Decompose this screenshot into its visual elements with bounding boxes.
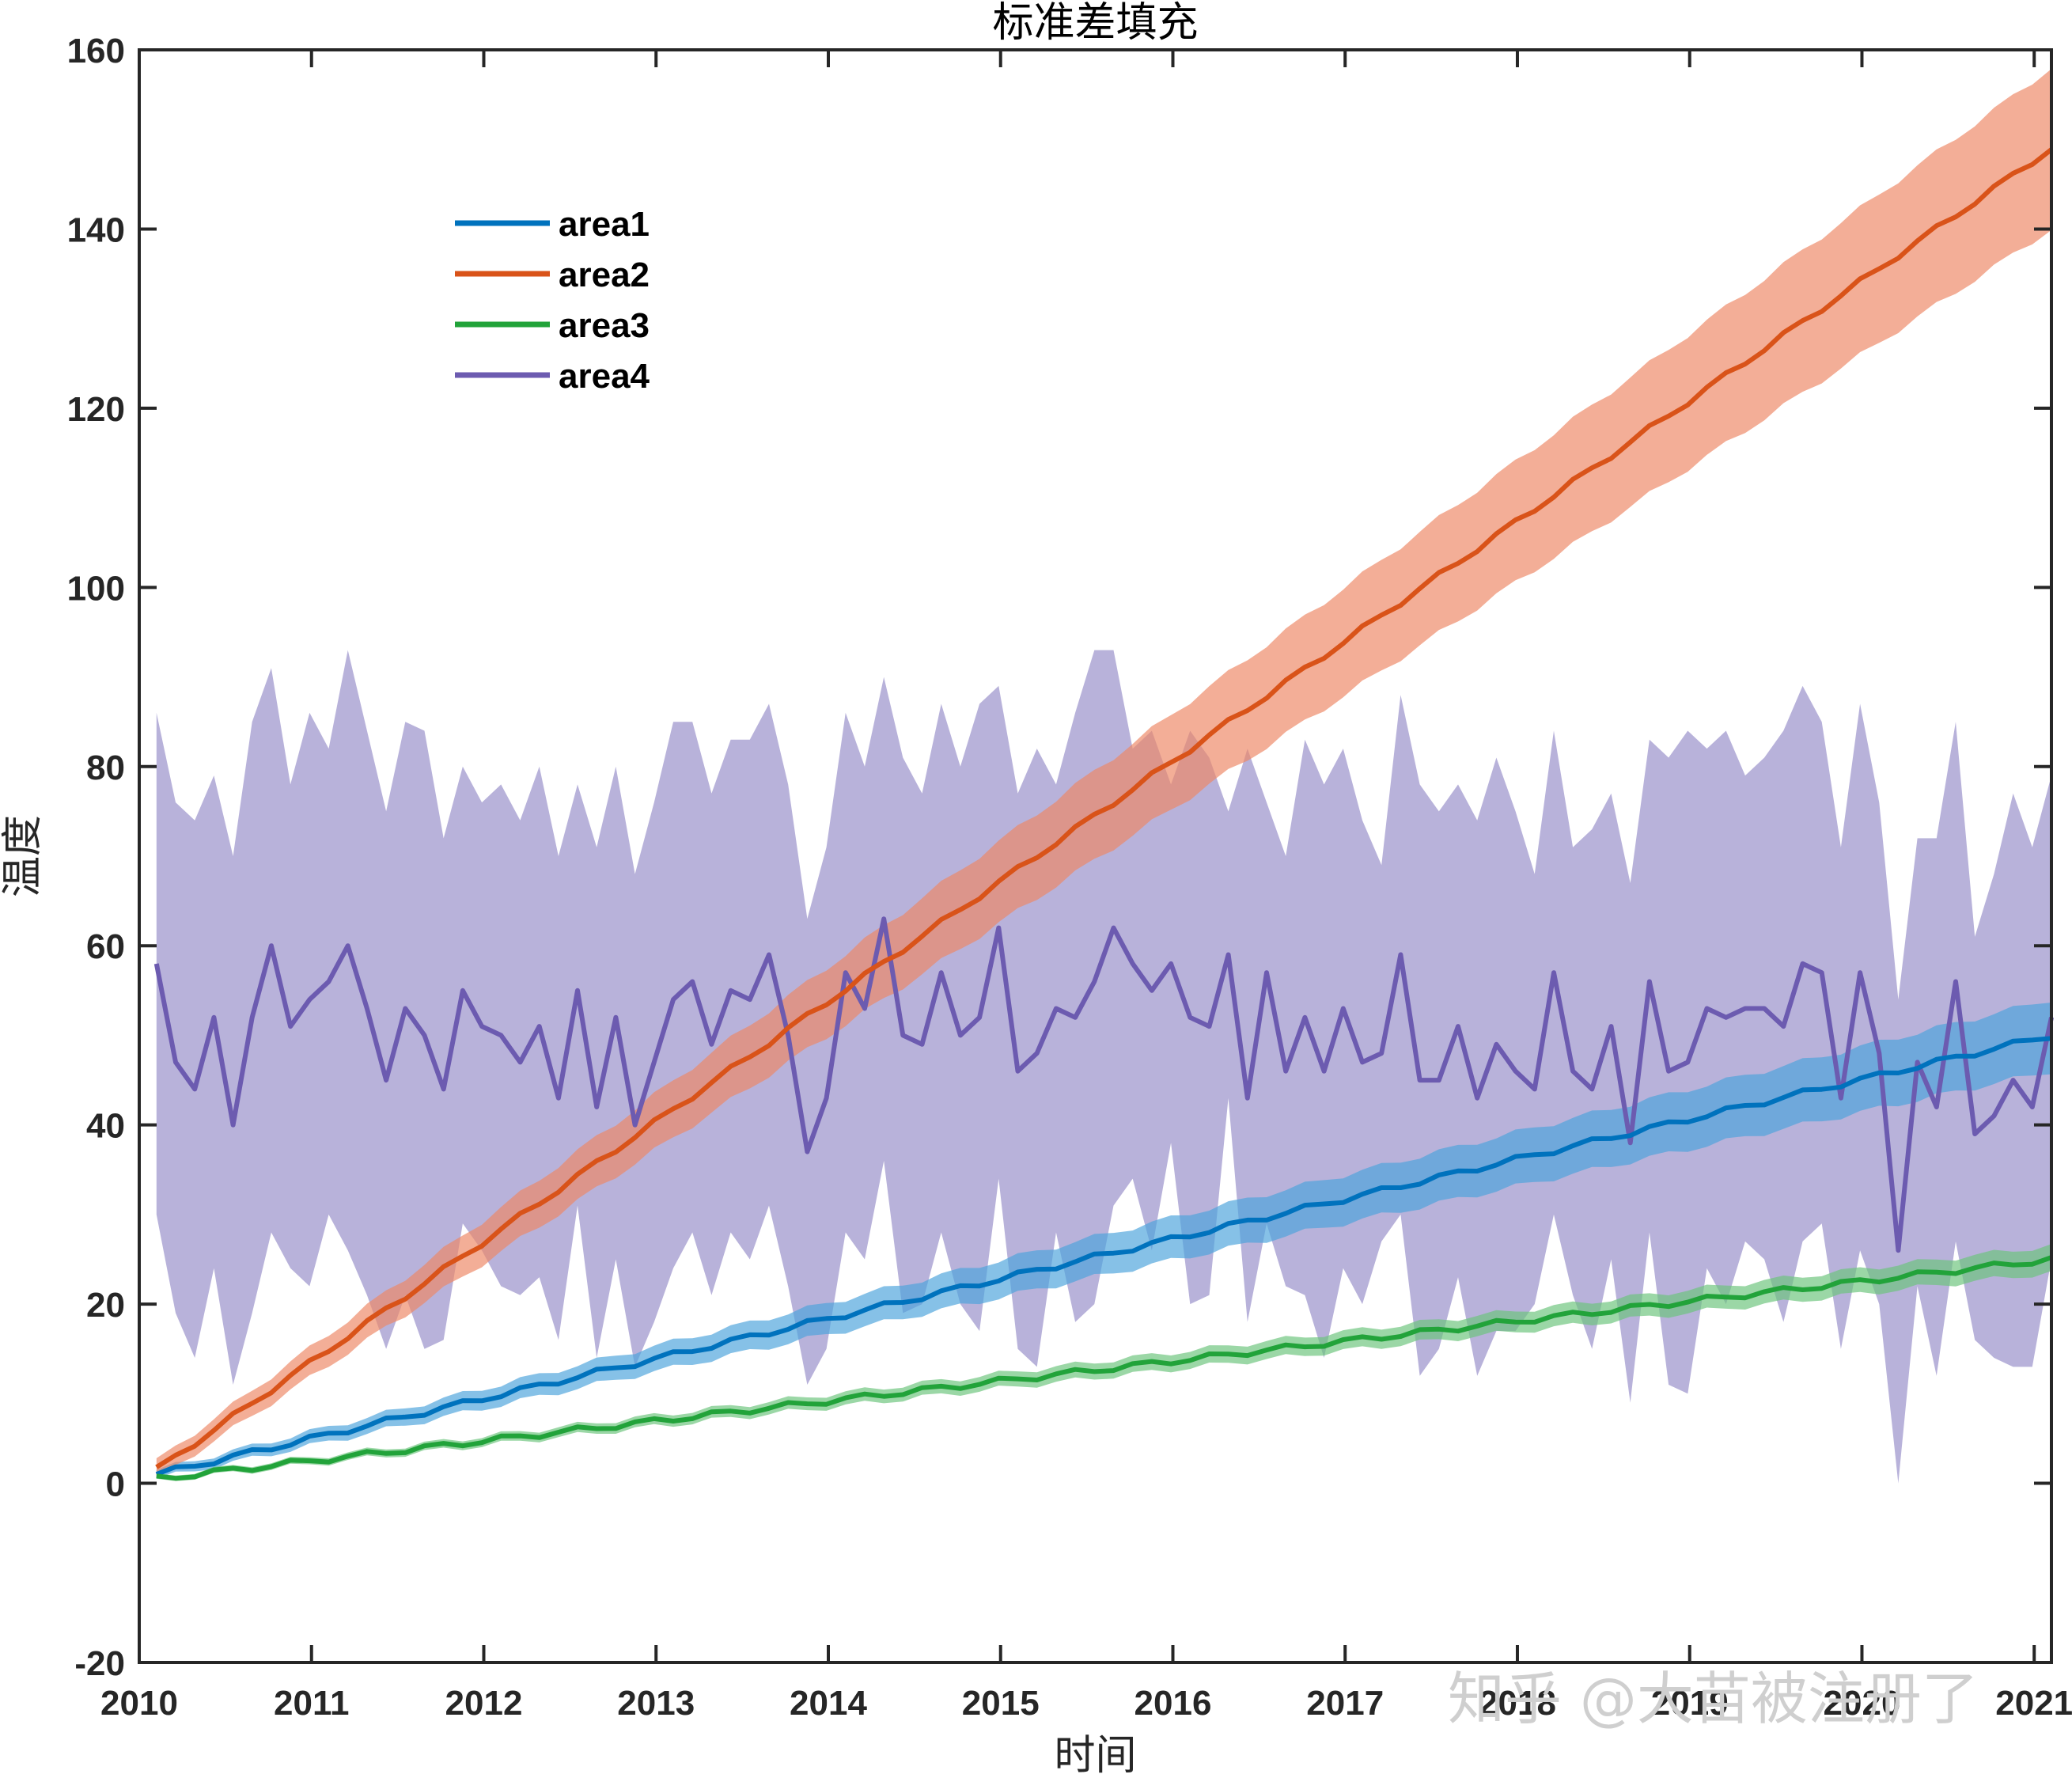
y-tick-label: 20 [86,1286,125,1325]
x-tick-label: 2017 [1306,1684,1384,1723]
band-area1 [156,1003,2051,1479]
x-tick-label: 2016 [1134,1684,1212,1723]
legend-label-area1: area1 [559,205,650,244]
y-tick-label: 40 [86,1107,125,1146]
axis-ticks: 2010 2011 2012 2013 2014 2015 2016 2017 2018 2019… [67,32,2072,1723]
x-tick-label: 2011 [274,1684,349,1723]
band-area2 [156,69,2051,1477]
x-tick-label: 2010 [100,1684,178,1723]
watermark-text: 知乎 @大苗被注册了 [1448,1666,1979,1732]
x-tick-label: 2012 [445,1684,523,1723]
y-tick-label: 140 [67,210,125,249]
std-bands [156,69,2051,1484]
legend: area1 area2 area3 area4 [455,205,650,396]
line-area3 [156,1255,2053,1481]
y-axis-title: 温度 [0,815,47,897]
x-tick-label: 2013 [617,1684,695,1723]
line-area4 [153,916,2054,1253]
y-tick-label: 0 [106,1465,125,1504]
x-axis-title: 时间 [1054,1732,1136,1778]
legend-label-area2: area2 [559,256,650,294]
plot-frame [138,48,2053,1664]
series-lines [153,147,2054,1481]
legend-label-area4: area4 [559,357,650,396]
band-area4 [156,650,2051,1484]
y-tick-label: 60 [86,927,125,966]
y-tick-label: -20 [74,1644,125,1683]
line-area2 [155,147,2053,1469]
legend-label-area3: area3 [559,306,650,345]
chart-title: 标准差填充 [992,0,1198,47]
x-tick-label: 2015 [962,1684,1040,1723]
y-tick-label: 80 [86,749,125,787]
y-tick-label: 120 [67,390,125,429]
line-area1 [155,1036,2052,1477]
y-tick-label: 100 [67,569,125,608]
x-tick-label: 2021 [1995,1684,2072,1723]
y-tick-label: 160 [67,32,125,70]
x-tick-label: 2019 [1651,1684,1729,1723]
x-tick-label: 2018 [1479,1684,1556,1723]
x-tick-label: 2020 [1824,1684,1901,1723]
x-tick-label: 2014 [790,1684,867,1723]
